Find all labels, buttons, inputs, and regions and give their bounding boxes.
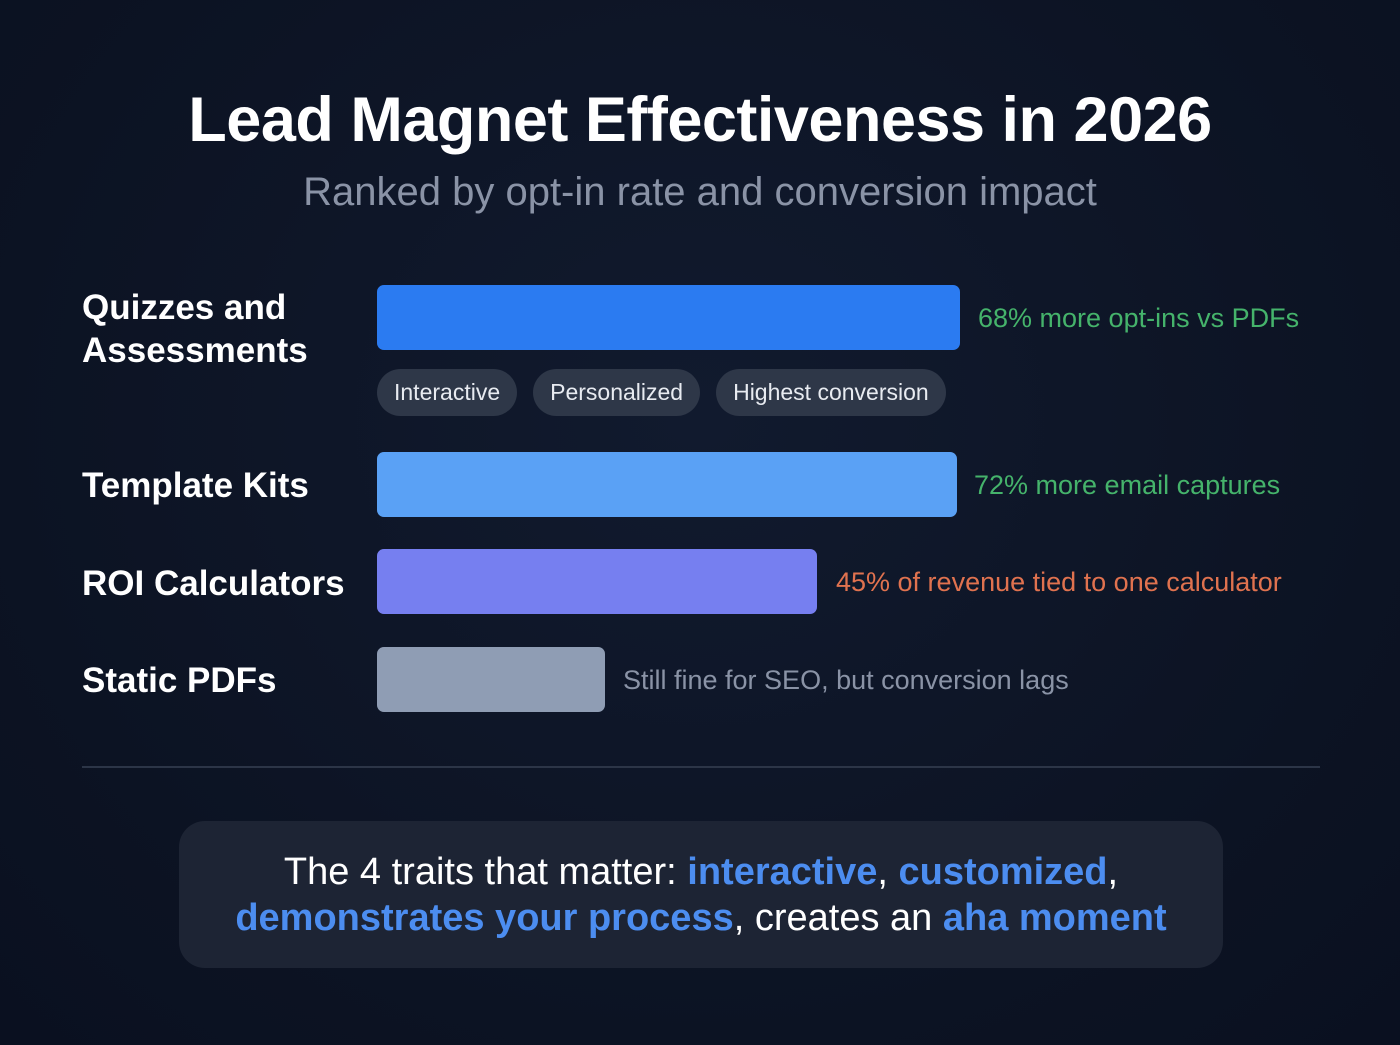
page-subtitle: Ranked by opt-in rate and conversion imp… xyxy=(303,170,1097,214)
page-title: Lead Magnet Effectiveness in 2026 xyxy=(188,85,1212,155)
callout-separator: , xyxy=(877,850,899,893)
bar-template-kits xyxy=(377,452,957,517)
section-divider xyxy=(82,766,1320,768)
row-label-line: Assessments xyxy=(82,331,308,370)
bar-roi-calculators xyxy=(377,549,817,614)
note-template-kits: 72% more email captures xyxy=(974,470,1281,500)
row-label-template-kits: Template Kits xyxy=(82,466,309,505)
trait-interactive: interactive xyxy=(687,850,878,893)
key-traits-callout: The 4 traits that matter: interactive, c… xyxy=(179,821,1223,968)
callout-text: The 4 traits that matter: interactive, c… xyxy=(235,849,1166,941)
note-static-pdfs: Still fine for SEO, but conversion lags xyxy=(623,665,1069,695)
callout-separator: , xyxy=(1107,850,1119,893)
note-quizzes: 68% more opt-ins vs PDFs xyxy=(978,303,1300,333)
bar-static-pdfs xyxy=(377,647,605,712)
row-label-quizzes: Quizzes and Assessments xyxy=(82,286,308,372)
row-label-line: Quizzes and xyxy=(82,288,287,327)
tag-list-quizzes: Interactive Personalized Highest convers… xyxy=(377,369,946,416)
trait-aha-moment: aha moment xyxy=(942,896,1167,939)
tag-chip-personalized: Personalized xyxy=(533,369,701,416)
trait-customized: customized xyxy=(898,850,1108,893)
callout-separator: , creates an xyxy=(733,896,943,939)
trait-demonstrates-process: demonstrates your process xyxy=(235,896,734,939)
bar-quizzes xyxy=(377,285,960,350)
row-label-roi-calculators: ROI Calculators xyxy=(82,564,345,603)
row-label-static-pdfs: Static PDFs xyxy=(82,661,277,700)
tag-chip-interactive: Interactive xyxy=(377,369,518,416)
callout-prefix: The 4 traits that matter: xyxy=(283,850,688,893)
note-roi-calculators: 45% of revenue tied to one calculator xyxy=(836,567,1282,597)
tag-chip-highest-conversion: Highest conversion xyxy=(716,369,946,416)
